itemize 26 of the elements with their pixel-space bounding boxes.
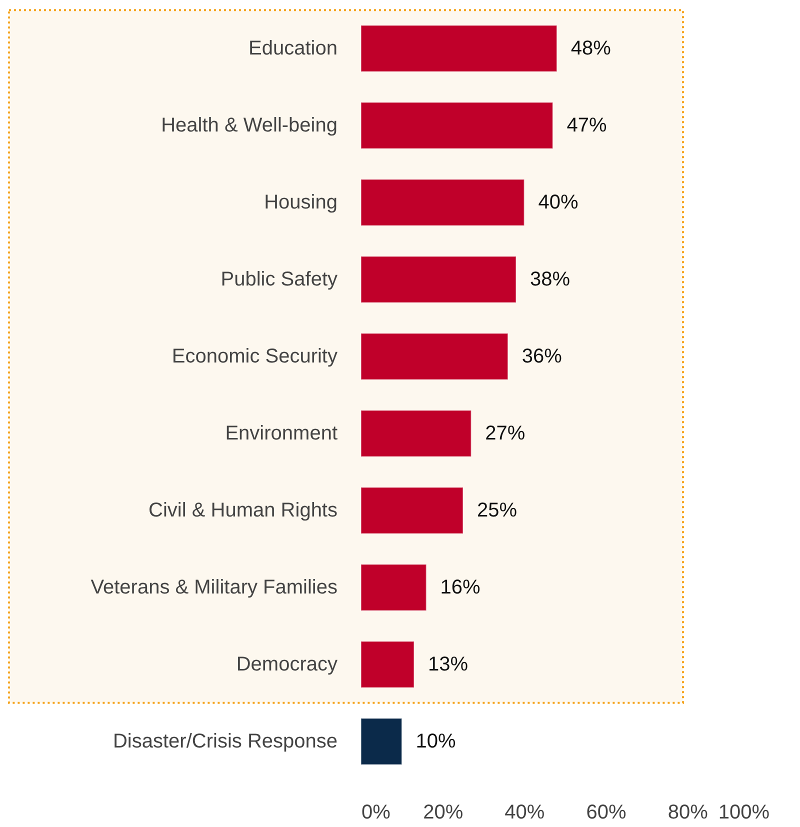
x-tick-label: 100%	[718, 802, 770, 824]
x-tick-label: 60%	[586, 802, 627, 824]
x-tick-label: 20%	[423, 802, 464, 824]
y-tick-label: Housing	[264, 192, 338, 214]
x-tick-label: 40%	[504, 802, 545, 824]
x-tick-label: 80%	[668, 802, 708, 824]
y-tick-label: Disaster/Crisis Response	[112, 730, 338, 752]
data-label: 38%	[530, 268, 570, 290]
data-label: 10%	[416, 730, 456, 752]
data-label: 48%	[570, 38, 612, 60]
data-label: 47%	[566, 114, 608, 136]
x-tick-label: 0%	[362, 802, 391, 824]
data-label: 13%	[428, 654, 468, 676]
data-label: 36%	[522, 346, 562, 368]
y-tick-label: Public Safety	[220, 268, 338, 290]
data-label: 40%	[538, 192, 578, 214]
y-tick-label: Democracy	[236, 654, 338, 676]
y-tick-label: Education	[248, 38, 338, 60]
y-tick-label: Health & Well-being	[161, 114, 338, 136]
data-label: 25%	[477, 500, 518, 522]
data-label: 27%	[485, 422, 526, 444]
y-tick-label: Civil & Human Rights	[148, 500, 338, 522]
data-label: 16%	[440, 576, 481, 598]
y-tick-label: Environment	[225, 422, 338, 444]
y-tick-label: Veterans & Military Families	[90, 576, 338, 598]
y-tick-label: Economic Security	[172, 346, 338, 368]
